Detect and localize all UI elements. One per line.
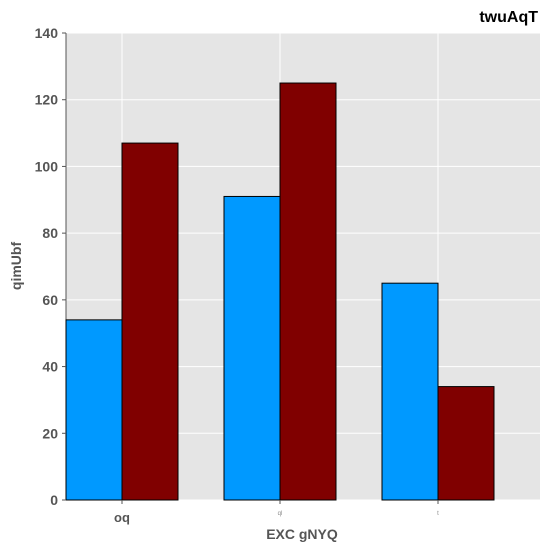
x-ticks: oq ql t [114,500,439,525]
x-tick-label-t: t [437,511,439,517]
bar-oq-series-2 [121,142,179,501]
bar-t-series-2 [437,386,495,501]
y-ticks: 0 20 40 60 80 100 120 140 [35,25,66,508]
y-tick-label: 140 [35,25,59,41]
chart-title: twuAqT [479,9,538,26]
x-axis-label: EXC gNYQ [266,526,338,542]
bar-ql-series-2 [279,82,337,501]
y-axis-label: qimUbf [8,242,24,291]
y-tick-label: 80 [42,225,58,241]
y-tick-label: 120 [35,92,59,108]
y-tick-label: 0 [50,492,58,508]
bars [65,82,495,501]
x-tick-label-ql: ql [278,511,283,517]
bar-oq-series-1 [65,319,123,501]
y-tick-label: 20 [42,425,58,441]
y-tick-label: 40 [42,359,58,375]
y-tick-label: 60 [42,292,58,308]
y-tick-label: 100 [35,158,59,174]
bar-t-series-1 [381,282,439,501]
bar-ql-series-1 [223,195,281,501]
x-tick-label-oq: oq [114,510,130,525]
